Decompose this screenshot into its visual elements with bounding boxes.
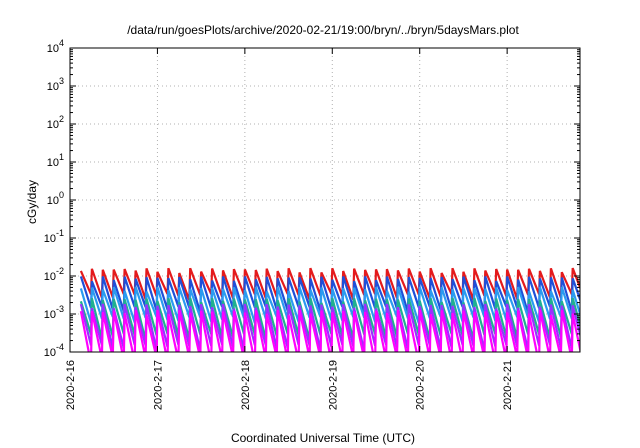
series-line [79,309,580,352]
y-tick-label: 10-3 [44,304,64,321]
x-ticks: 2020-2-16 2020-2-17 2020-2-18 2020-2-19 2020… [65,48,514,410]
x-tick-label: 2020-2-19 [327,360,339,410]
x-tick-label: 2020-2-17 [152,360,164,410]
y-tick-label: 10-2 [44,266,64,283]
x-tick-label: 2020-2-20 [415,360,427,410]
chart-title: /data/run/goesPlots/archive/2020-02-21/1… [127,23,519,37]
y-tick-label: 10-1 [44,228,64,245]
y-axis-label: cGy/day [25,180,39,224]
y-tick-label: 10-4 [44,342,64,359]
y-tick-label: 104 [47,38,64,55]
series-layer [79,267,580,352]
x-axis-label: Coordinated Universal Time (UTC) [231,431,415,445]
y-tick-label: 103 [47,76,64,93]
y-tick-label: 102 [47,114,64,131]
y-tick-label: 101 [47,152,64,169]
x-tick-label: 2020-2-16 [65,360,77,410]
y-tick-label: 100 [47,190,64,207]
x-tick-label: 2020-2-18 [240,360,252,410]
x-tick-label: 2020-2-21 [502,360,514,410]
